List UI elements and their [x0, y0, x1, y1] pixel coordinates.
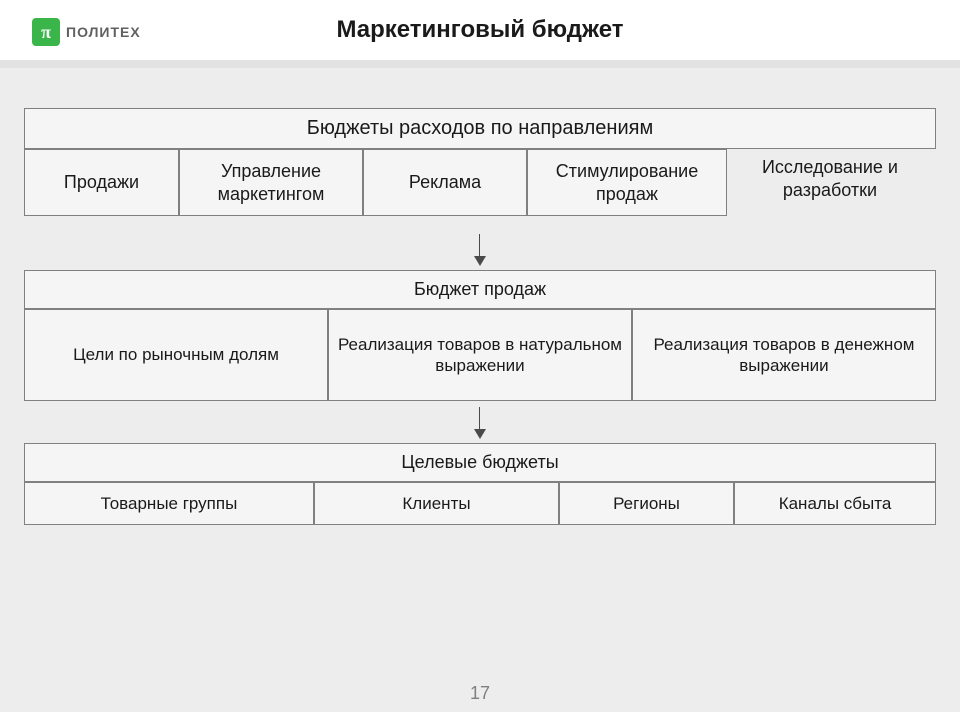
header-divider: [0, 60, 960, 68]
block1-header: Бюджеты расходов по направлениям: [24, 108, 936, 149]
slide-header: π ПОЛИТЕХ Маркетинговый бюджет: [0, 0, 960, 60]
slide-title: Маркетинговый бюджет: [0, 16, 960, 44]
block-target-budgets: Целевые бюджеты Товарные группы Клиенты …: [24, 443, 936, 525]
block2-cell-natural-units: Реализация товаров в натуральном выражен…: [328, 309, 632, 401]
slide-content: Бюджеты расходов по направлениям Продажи…: [0, 68, 960, 712]
page-number: 17: [0, 683, 960, 704]
block2-row: Цели по рыночным долям Реализация товаро…: [24, 309, 936, 401]
block1-cell-sales-promo: Стимулирование продаж: [527, 149, 727, 216]
block1-cell-sales: Продажи: [24, 149, 179, 216]
logo-pi-icon: π: [32, 18, 60, 46]
logo-text: ПОЛИТЕХ: [66, 24, 141, 40]
block3-header: Целевые бюджеты: [24, 443, 936, 482]
logo: π ПОЛИТЕХ: [32, 18, 141, 46]
block1-cell-rnd: Исследование и разработки: [727, 146, 933, 211]
block1-cell-advertising: Реклама: [363, 149, 527, 216]
block2-cell-market-share: Цели по рыночным долям: [24, 309, 328, 401]
block3-cell-product-groups: Товарные группы: [24, 482, 314, 525]
block-sales-budget: Бюджет продаж Цели по рыночным долям Реа…: [24, 270, 936, 401]
block-expense-budgets: Бюджеты расходов по направлениям Продажи…: [24, 108, 936, 216]
block1-cell-marketing-mgmt: Управление маркетингом: [179, 149, 363, 216]
block3-cell-channels: Каналы сбыта: [734, 482, 936, 525]
arrow-2: [479, 407, 481, 437]
block3-cell-regions: Регионы: [559, 482, 734, 525]
block2-cell-monetary: Реализация товаров в денежном выражении: [632, 309, 936, 401]
block3-row: Товарные группы Клиенты Регионы Каналы с…: [24, 482, 936, 525]
block3-cell-clients: Клиенты: [314, 482, 559, 525]
arrow-1: [479, 234, 481, 264]
block2-header: Бюджет продаж: [24, 270, 936, 309]
